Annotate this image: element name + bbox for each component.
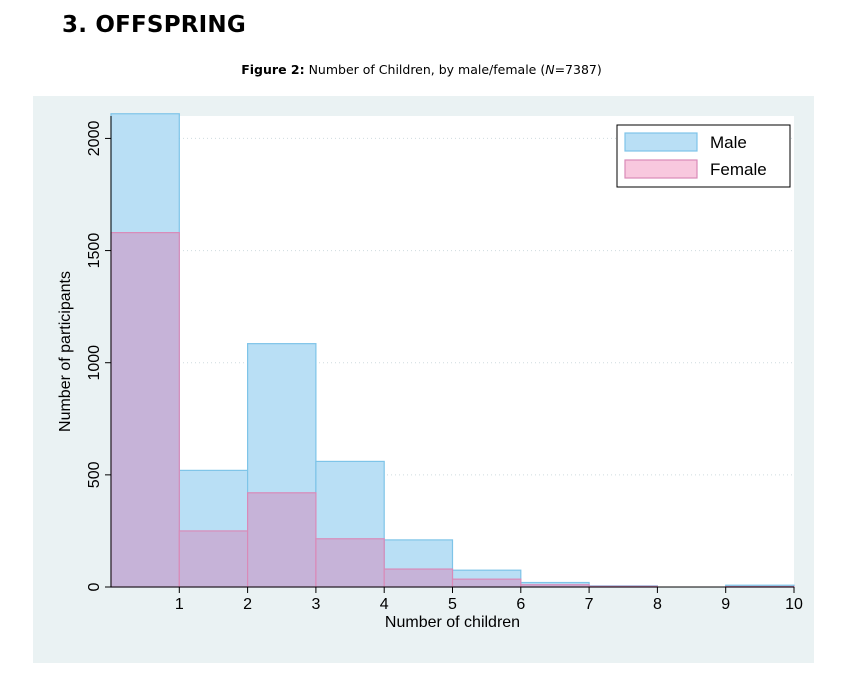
section-heading: 3. OFFSPRING — [62, 12, 246, 38]
x-axis-title: Number of children — [385, 614, 520, 631]
legend-swatch-female — [624, 159, 698, 179]
female-bar — [315, 538, 385, 588]
female-bar — [247, 492, 317, 588]
caption-n-value: =7387) — [554, 62, 602, 77]
axes: 0 500 1000 1500 2000 1 2 3 4 5 6 7 8 9 10 — [86, 116, 803, 613]
female-bar — [383, 568, 454, 588]
x-tick-label: 3 — [311, 596, 320, 613]
y-tick-label: 0 — [86, 582, 103, 591]
caption-text: Number of Children, by male/female ( — [304, 62, 546, 77]
y-tick-label: 1000 — [86, 345, 103, 381]
legend: Male Female — [616, 124, 791, 188]
legend-label-female: Female — [710, 160, 767, 179]
female-bar — [178, 530, 249, 588]
x-tick-label: 10 — [785, 596, 803, 613]
y-tick-label: 500 — [86, 461, 103, 488]
female-bar — [451, 578, 522, 588]
x-tick-label: 1 — [175, 596, 184, 613]
y-tick-label: 1500 — [86, 233, 103, 269]
x-tick-label: 4 — [380, 596, 389, 613]
y-axis-title: Number of participants — [57, 271, 74, 432]
legend-swatch-male — [624, 132, 698, 152]
caption-n-symbol: N — [545, 62, 555, 77]
x-tick-label: 9 — [721, 596, 730, 613]
y-tick-label: 2000 — [86, 121, 103, 157]
legend-label-male: Male — [710, 133, 747, 152]
x-tick-label: 5 — [448, 596, 457, 613]
female-bars — [110, 232, 795, 588]
figure-label: Figure 2: — [241, 62, 305, 77]
figure-caption: Figure 2: Number of Children, by male/fe… — [0, 62, 843, 77]
x-tick-label: 6 — [516, 596, 525, 613]
x-tick-label: 2 — [243, 596, 252, 613]
x-tick-label: 8 — [653, 596, 662, 613]
chart-frame: 0 500 1000 1500 2000 1 2 3 4 5 6 7 8 9 10 Number of pa… — [33, 96, 814, 663]
female-bar — [110, 232, 180, 588]
x-tick-label: 7 — [585, 596, 594, 613]
histogram-chart: 0 500 1000 1500 2000 1 2 3 4 5 6 7 8 9 10 Number of pa… — [57, 113, 803, 631]
